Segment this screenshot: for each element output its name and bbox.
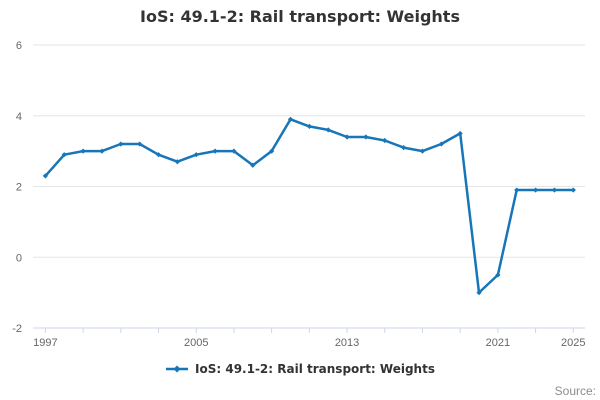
data-point-marker [438, 141, 444, 147]
data-point-marker [457, 130, 463, 137]
data-point-marker [118, 141, 124, 147]
x-axis-label: 1997 [33, 337, 57, 349]
data-point-marker [137, 141, 143, 147]
data-point-marker [495, 272, 501, 278]
x-axis-label: 2005 [184, 337, 208, 349]
x-axis-label: 2021 [486, 337, 510, 349]
data-point-marker [306, 123, 312, 129]
legend-label: IoS: 49.1-2: Rail transport: Weights [195, 362, 435, 376]
data-point-marker [61, 152, 67, 158]
data-point-marker [476, 290, 482, 296]
data-point-marker [80, 148, 86, 154]
chart-title: IoS: 49.1-2: Rail transport: Weights [140, 7, 460, 26]
data-point-marker [155, 152, 162, 158]
x-axis-label: 2025 [561, 337, 585, 349]
data-point-marker [514, 187, 520, 193]
data-point-marker [532, 187, 539, 193]
data-point-marker [401, 144, 407, 151]
data-point-marker [42, 173, 48, 179]
legend-item[interactable]: IoS: 49.1-2: Rail transport: Weights [0, 362, 600, 376]
data-point-marker [419, 148, 426, 154]
data-point-marker [250, 162, 256, 168]
data-point-marker [174, 159, 180, 165]
y-axis-label: -2 [12, 323, 22, 335]
data-point-marker [269, 148, 275, 154]
data-point-marker [551, 187, 558, 193]
data-point-marker [193, 152, 199, 158]
data-point-marker [287, 116, 294, 122]
data-point-marker [212, 148, 218, 154]
data-point-marker [344, 134, 350, 140]
data-point-marker [231, 148, 237, 154]
data-point-marker [363, 134, 369, 140]
legend-marker-icon [166, 365, 189, 373]
y-axis-label: 0 [16, 252, 22, 264]
legend-point [173, 365, 181, 373]
y-axis-label: 6 [16, 40, 22, 52]
data-point-marker [325, 127, 331, 133]
y-axis-label: 2 [16, 182, 22, 194]
y-axis-label: 4 [16, 111, 22, 123]
series-line [44, 118, 575, 294]
data-point-marker [382, 137, 388, 144]
data-point-marker [570, 187, 576, 193]
x-axis-label: 2013 [335, 337, 359, 349]
source-label: Source: [554, 384, 596, 398]
data-point-marker [99, 148, 105, 154]
